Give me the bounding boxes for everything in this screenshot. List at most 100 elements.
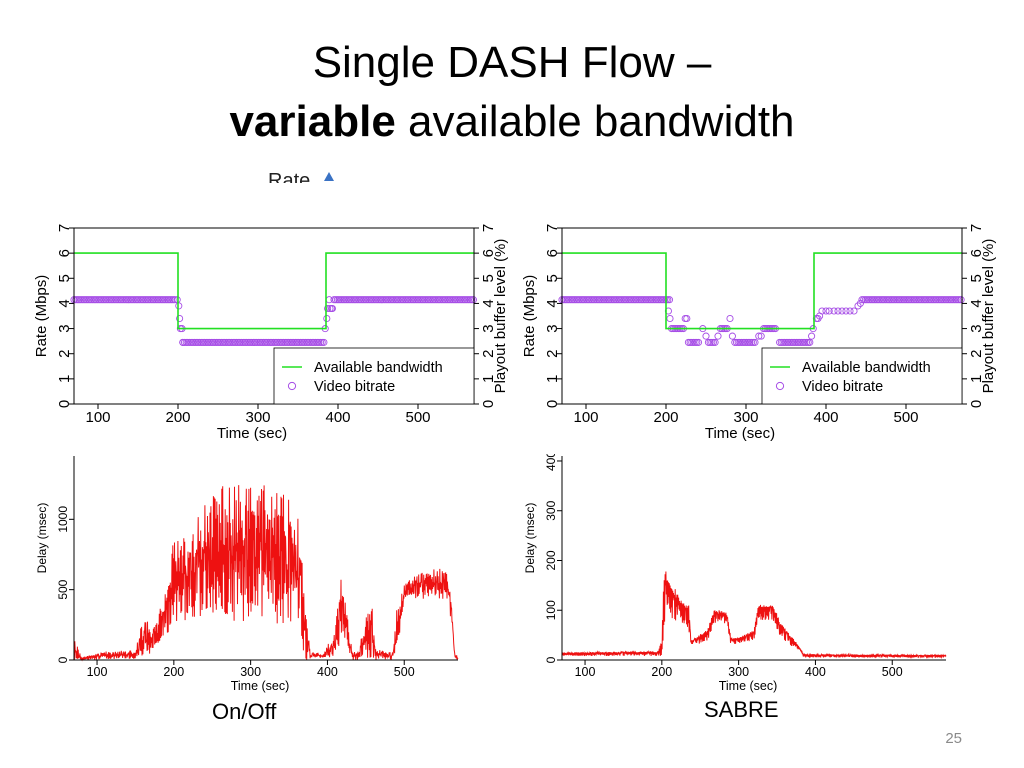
- caption-onoff: On/Off: [212, 699, 277, 724]
- y-tick-label: 1: [544, 375, 561, 383]
- bitrate-point: [325, 296, 333, 304]
- y-axis-label: Delay (msec): [35, 503, 49, 574]
- legend-bitrate-swatch: [775, 381, 785, 391]
- x-tick-label: 200: [651, 665, 672, 679]
- x-tick-label: 400: [317, 665, 338, 679]
- bitrate-point: [176, 314, 184, 323]
- y2-tick-label: 7: [480, 224, 497, 232]
- bitrate-point: [846, 307, 854, 315]
- x-tick-label: 500: [882, 665, 903, 679]
- y2-axis-label: Playout buffer level (%): [980, 239, 997, 394]
- y2-tick-label: 0: [480, 400, 497, 408]
- partial-rate-text: Rate: [268, 170, 311, 183]
- page-number: 25: [945, 730, 962, 747]
- bitrate-point: [328, 304, 336, 313]
- bitrate-point: [850, 307, 858, 315]
- y-tick-label: 500: [56, 579, 70, 599]
- bitrate-point: [726, 314, 734, 323]
- legend-box: [273, 347, 475, 405]
- y-tick-label: 0: [56, 656, 70, 663]
- x-tick-label: 100: [573, 409, 598, 426]
- y-tick-label: 3: [544, 324, 561, 332]
- partially-hidden-label: Rate: [268, 166, 348, 183]
- y2-tick-label: 5: [480, 274, 497, 282]
- y-tick-label: 1: [56, 375, 73, 383]
- x-tick-label: 500: [893, 409, 918, 426]
- y2-tick-label: 5: [968, 274, 985, 282]
- bitrate-point: [822, 307, 830, 315]
- y-tick-label: 1000: [56, 506, 70, 533]
- bitrate-point: [957, 296, 965, 304]
- slide-title-rest: available bandwidth: [395, 97, 795, 146]
- slide-title-line1: Single DASH Flow –: [312, 38, 712, 87]
- x-tick-label: 200: [653, 409, 678, 426]
- delay-chart-onoff: 0 500 1000 100 200 300 400 500 Time (sec) Delay (…: [35, 456, 459, 693]
- y-tick-label: 4: [56, 299, 73, 307]
- rate-chart-onoff: 0 1 2 3 4 5 6 7 0 1 2 3 4 5 6 7 100 200 300 400 500 Time (sec…: [33, 224, 509, 442]
- y2-tick-label: 3: [968, 324, 985, 332]
- y-tick-label: 3: [56, 324, 73, 332]
- y2-tick-label: 0: [968, 400, 985, 408]
- bitrate-point: [320, 338, 328, 346]
- bitrate-point: [808, 332, 816, 340]
- y-tick-label: 7: [56, 224, 73, 232]
- y2-tick-label: 1: [968, 375, 985, 383]
- legend-bitrate-swatch: [287, 381, 297, 391]
- y2-tick-label: 6: [480, 249, 497, 257]
- y-tick-label: 4: [544, 299, 561, 307]
- y-tick-label: 100: [544, 600, 558, 620]
- bitrate-point: [834, 307, 842, 315]
- x-tick-label: 100: [85, 409, 110, 426]
- y-tick-label: 0: [544, 400, 561, 408]
- x-tick-label: 400: [813, 409, 838, 426]
- x-tick-label: 500: [405, 409, 430, 426]
- y-tick-label: 0: [544, 656, 558, 663]
- x-tick-label: 400: [805, 665, 826, 679]
- bitrate-point: [856, 299, 864, 307]
- delay-line: [73, 485, 459, 662]
- x-axis-label: Time (sec): [217, 425, 287, 442]
- y-tick-label: 7: [544, 224, 561, 232]
- bitrate-point: [830, 307, 838, 315]
- bitrate-point: [683, 314, 691, 323]
- bandwidth-line: [562, 252, 962, 330]
- y2-tick-label: 2: [480, 350, 497, 358]
- y-tick-label: 2: [56, 350, 73, 358]
- y-axis-label: Delay (msec): [523, 503, 537, 574]
- bitrate-point: [702, 332, 710, 340]
- y-axis-label: Rate (Mbps): [521, 275, 538, 358]
- x-axis-label: Time (sec): [231, 679, 290, 693]
- bitrate-point: [757, 332, 765, 340]
- bitrate-point: [755, 332, 763, 340]
- x-tick-label: 400: [325, 409, 350, 426]
- bitrate-point: [854, 302, 862, 310]
- bitrate-point: [666, 314, 674, 323]
- bitrate-point: [838, 307, 846, 315]
- x-tick-label: 500: [394, 665, 415, 679]
- rate-chart-sabre: 0 1 2 3 4 5 6 7 0 1 2 3 4 5 6 7 100 200 300 400 500 Time (sec…: [521, 224, 997, 442]
- y-tick-label: 6: [544, 249, 561, 257]
- y-tick-label: 300: [544, 500, 558, 520]
- x-tick-label: 300: [728, 665, 749, 679]
- x-tick-label: 200: [163, 665, 184, 679]
- y2-tick-label: 1: [480, 375, 497, 383]
- legend-bitrate-label: Video bitrate: [314, 379, 395, 395]
- y2-axis-label: Playout buffer level (%): [492, 239, 509, 394]
- y-tick-label: 0: [56, 400, 73, 408]
- legend-bitrate-label: Video bitrate: [802, 379, 883, 395]
- bitrate-point: [711, 338, 719, 346]
- bitrate-point: [714, 332, 722, 340]
- y2-tick-label: 6: [968, 249, 985, 257]
- y-tick-label: 2: [544, 350, 561, 358]
- legend-box: [761, 347, 963, 405]
- slide-title-emphasis: variable: [229, 97, 396, 146]
- y-axis-label: Rate (Mbps): [33, 275, 50, 358]
- x-axis-label: Time (sec): [719, 679, 778, 693]
- bitrate-point: [469, 296, 477, 304]
- blue-triangle-icon: [324, 172, 334, 181]
- x-tick-label: 100: [575, 665, 596, 679]
- bitrate-point: [694, 338, 703, 346]
- x-tick-label: 300: [240, 665, 261, 679]
- delay-line: [561, 571, 947, 660]
- caption-sabre: SABRE: [704, 697, 779, 722]
